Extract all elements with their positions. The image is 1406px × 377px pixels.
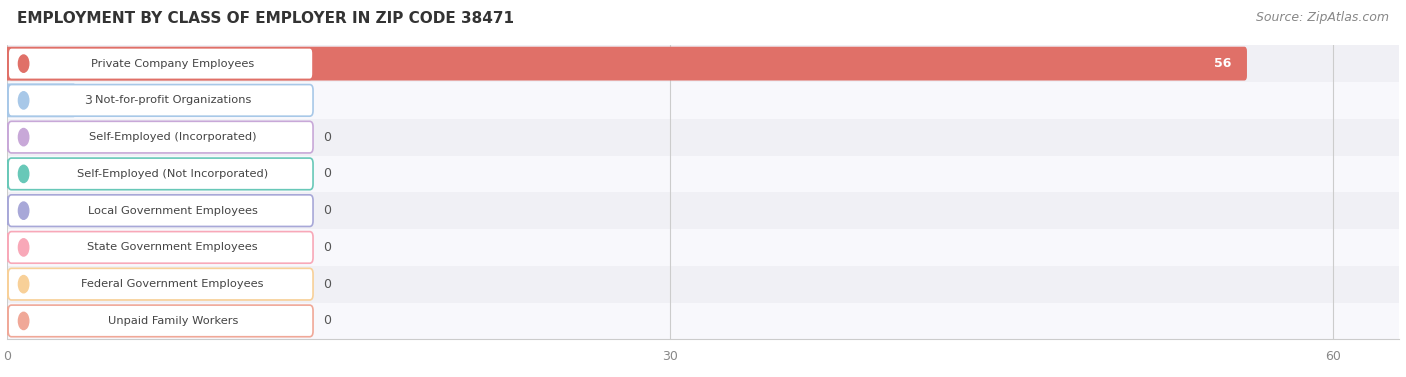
- Text: 0: 0: [323, 241, 330, 254]
- Bar: [7, 156, 1399, 192]
- Bar: [7, 229, 1399, 266]
- FancyBboxPatch shape: [8, 305, 314, 337]
- Text: EMPLOYMENT BY CLASS OF EMPLOYER IN ZIP CODE 38471: EMPLOYMENT BY CLASS OF EMPLOYER IN ZIP C…: [17, 11, 513, 26]
- FancyBboxPatch shape: [6, 123, 17, 152]
- FancyBboxPatch shape: [8, 84, 314, 116]
- Text: 56: 56: [1213, 57, 1232, 70]
- Circle shape: [18, 165, 28, 182]
- Text: Unpaid Family Workers: Unpaid Family Workers: [107, 316, 238, 326]
- Text: 3: 3: [84, 94, 93, 107]
- Circle shape: [18, 312, 28, 329]
- Text: Self-Employed (Incorporated): Self-Employed (Incorporated): [89, 132, 256, 142]
- FancyBboxPatch shape: [6, 159, 17, 188]
- Text: Source: ZipAtlas.com: Source: ZipAtlas.com: [1256, 11, 1389, 24]
- FancyBboxPatch shape: [8, 158, 314, 190]
- FancyBboxPatch shape: [8, 195, 314, 227]
- FancyBboxPatch shape: [6, 233, 17, 262]
- Circle shape: [18, 202, 28, 219]
- Bar: [7, 302, 1399, 339]
- Circle shape: [18, 55, 28, 72]
- Text: Not-for-profit Organizations: Not-for-profit Organizations: [94, 95, 250, 106]
- Text: Federal Government Employees: Federal Government Employees: [82, 279, 264, 289]
- Bar: [7, 119, 1399, 156]
- Text: 0: 0: [323, 204, 330, 217]
- Bar: [7, 45, 1399, 82]
- FancyBboxPatch shape: [8, 121, 314, 153]
- FancyBboxPatch shape: [6, 196, 17, 225]
- Text: 0: 0: [323, 314, 330, 327]
- FancyBboxPatch shape: [4, 47, 1247, 81]
- FancyBboxPatch shape: [6, 307, 17, 335]
- Text: 0: 0: [323, 131, 330, 144]
- Bar: [7, 266, 1399, 302]
- Circle shape: [18, 129, 28, 146]
- FancyBboxPatch shape: [6, 270, 17, 299]
- Bar: [7, 192, 1399, 229]
- Text: Private Company Employees: Private Company Employees: [91, 58, 254, 69]
- FancyBboxPatch shape: [8, 48, 314, 80]
- FancyBboxPatch shape: [8, 231, 314, 263]
- FancyBboxPatch shape: [4, 83, 76, 117]
- Circle shape: [18, 239, 28, 256]
- Circle shape: [18, 92, 28, 109]
- Circle shape: [18, 276, 28, 293]
- Bar: [7, 82, 1399, 119]
- Text: Local Government Employees: Local Government Employees: [87, 205, 257, 216]
- FancyBboxPatch shape: [8, 268, 314, 300]
- Text: Self-Employed (Not Incorporated): Self-Employed (Not Incorporated): [77, 169, 269, 179]
- Text: State Government Employees: State Government Employees: [87, 242, 259, 253]
- Text: 0: 0: [323, 167, 330, 180]
- Text: 0: 0: [323, 278, 330, 291]
